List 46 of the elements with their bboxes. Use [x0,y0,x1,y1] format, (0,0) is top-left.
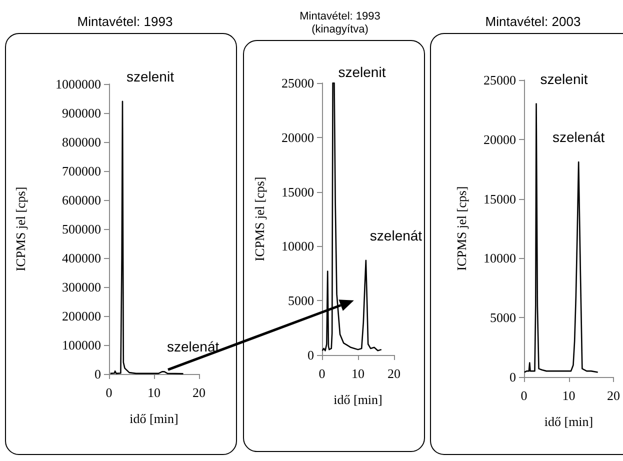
y-axis-title: ICPMS jel [cps] [13,186,28,272]
annotation: szelenit [540,70,588,87]
x-tick-label: 20 [388,366,400,381]
y-tick-label: 10000 [484,250,516,266]
x-tick-label: 0 [106,385,112,400]
chart-title: Mintavétel: 2003 [485,14,581,29]
y-tick-label: 200000 [62,308,101,324]
y-tick-label: 15000 [282,184,314,200]
chart-subtitle: (kinagyítva) [312,24,368,36]
annotation: szelenát [552,128,605,145]
y-tick-label: 5000 [490,310,516,326]
y-tick-label: 10000 [282,238,314,254]
x-axis-title: idő [min] [544,414,594,429]
y-tick-label: 700000 [62,164,101,178]
y-tick-label: 100000 [62,338,101,352]
annotation: szelenit [338,64,386,80]
x-tick-label: 10 [562,388,576,403]
x-axis-title: idő [min] [334,392,382,407]
chart-title: Mintavétel: 1993 [300,10,380,22]
x-tick-label: 10 [352,366,364,381]
y-tick-label: 900000 [62,106,101,120]
chart-title: Mintavétel: 1993 [77,14,173,29]
x-tick-label: 0 [318,366,326,381]
y-axis-title: ICPMS jel [cps] [454,186,469,271]
y-tick-label: 800000 [62,134,101,150]
y-tick-label: 25000 [484,72,516,88]
annotation: szelenát [167,338,220,355]
x-tick-label: 0 [520,388,528,403]
y-tick-label: 400000 [62,250,101,266]
y-tick-label: 5000 [288,293,314,308]
y-tick-label: 600000 [62,192,101,208]
y-tick-label: 20000 [484,132,516,147]
x-tick-label: 10 [148,385,160,400]
y-axis-title: ICPMS jel [cps] [252,176,267,262]
y-tick-label: 500000 [62,222,101,236]
y-tick-label: 25000 [282,76,314,90]
y-tick-label: 20000 [282,130,314,145]
x-axis-title: idő [min] [130,411,178,426]
x-tick-label: 20 [607,388,620,403]
y-tick-label: 300000 [62,280,101,294]
y-tick-label: 1000000 [56,76,101,92]
y-tick-label: 0 [308,348,314,362]
annotation: szelenát [370,227,422,244]
y-tick-label: 15000 [484,191,516,206]
x-tick-label: 20 [192,385,206,400]
annotation: szelenit [126,68,174,84]
